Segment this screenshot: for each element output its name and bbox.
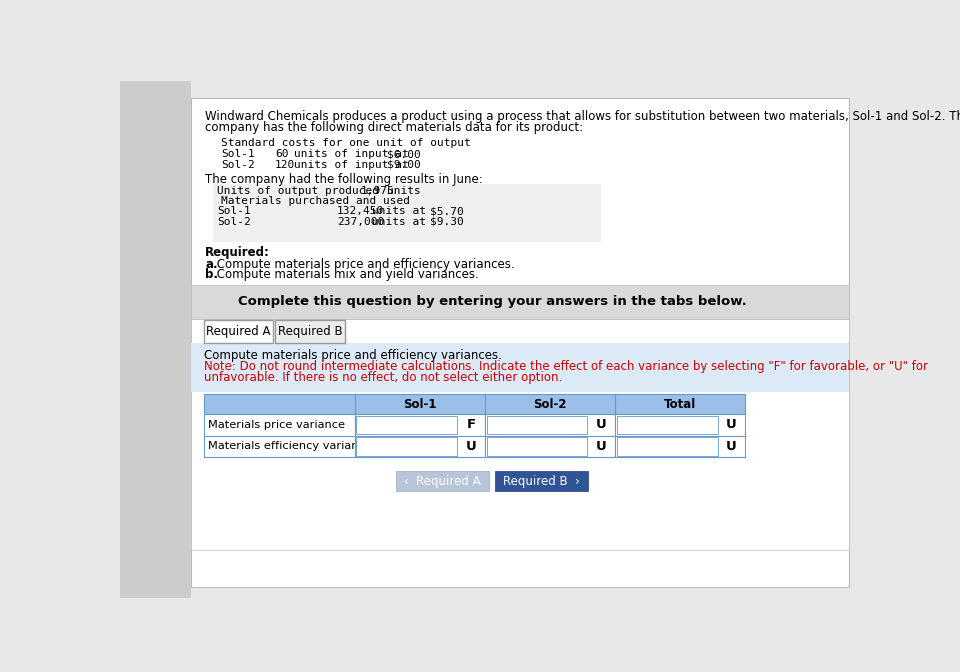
Text: units of input at: units of input at — [295, 149, 409, 159]
Text: Total: Total — [664, 398, 696, 411]
Text: $5.70: $5.70 — [430, 206, 464, 216]
Bar — [191, 319, 849, 550]
Bar — [120, 81, 191, 598]
Text: Materials purchased and used: Materials purchased and used — [221, 196, 410, 206]
Bar — [204, 435, 355, 457]
Text: $6.00: $6.00 — [388, 149, 421, 159]
Text: 120: 120 — [275, 160, 296, 170]
Text: Materials efficiency variance: Materials efficiency variance — [208, 442, 372, 452]
Text: b.: b. — [205, 267, 218, 281]
Bar — [275, 320, 345, 343]
Bar — [356, 437, 457, 456]
Text: Sol-2: Sol-2 — [221, 160, 254, 170]
Bar — [615, 435, 745, 457]
Text: Note: Do not round intermediate calculations. Indicate the effect of each varian: Note: Do not round intermediate calculat… — [204, 360, 927, 373]
Bar — [487, 415, 588, 434]
Text: Sol-2: Sol-2 — [217, 217, 251, 227]
Text: Required A: Required A — [206, 325, 271, 338]
Text: Materials price variance: Materials price variance — [208, 420, 346, 430]
Bar — [495, 471, 588, 491]
Text: Sol-1: Sol-1 — [403, 398, 437, 411]
Text: U: U — [596, 440, 607, 453]
Bar — [191, 97, 849, 587]
Text: U: U — [596, 419, 607, 431]
Text: Compute materials mix and yield variances.: Compute materials mix and yield variance… — [213, 267, 479, 281]
Bar — [396, 471, 489, 491]
Text: units at: units at — [372, 217, 426, 227]
Text: 1,975: 1,975 — [360, 186, 394, 196]
Text: F: F — [467, 419, 475, 431]
Text: Sol-1: Sol-1 — [221, 149, 254, 159]
Text: Required B: Required B — [277, 325, 342, 338]
Text: a.: a. — [205, 258, 218, 271]
Text: units of input at: units of input at — [295, 160, 409, 170]
Bar — [616, 415, 717, 434]
Text: Complete this question by entering your answers in the tabs below.: Complete this question by entering your … — [238, 295, 746, 308]
Text: Sol-1: Sol-1 — [217, 206, 251, 216]
Text: $9.00: $9.00 — [388, 160, 421, 170]
Bar — [485, 414, 615, 435]
Bar — [615, 414, 745, 435]
Bar — [204, 414, 355, 435]
Bar — [487, 437, 588, 456]
Bar — [204, 394, 745, 414]
Text: Compute materials price and efficiency variances.: Compute materials price and efficiency v… — [204, 349, 501, 362]
Text: Standard costs for one unit of output: Standard costs for one unit of output — [221, 138, 470, 149]
Text: U: U — [726, 440, 737, 453]
Bar — [616, 437, 717, 456]
Text: $9.30: $9.30 — [430, 217, 464, 227]
Text: Units of output produced: Units of output produced — [217, 186, 379, 196]
Bar — [213, 184, 601, 243]
Text: The company had the following results in June:: The company had the following results in… — [205, 173, 483, 186]
Text: units: units — [388, 186, 421, 196]
Text: 132,450: 132,450 — [337, 206, 384, 216]
Bar — [485, 435, 615, 457]
Bar — [355, 435, 485, 457]
Bar — [355, 414, 485, 435]
Text: U: U — [726, 419, 737, 431]
Bar — [191, 343, 849, 392]
Text: Required:: Required: — [205, 246, 270, 259]
Text: Sol-2: Sol-2 — [534, 398, 566, 411]
Bar — [191, 285, 849, 319]
Text: ‹  Required A: ‹ Required A — [404, 474, 481, 488]
Text: Compute materials price and efficiency variances.: Compute materials price and efficiency v… — [213, 258, 515, 271]
Text: Required B  ›: Required B › — [503, 474, 580, 488]
Text: U: U — [466, 440, 476, 453]
Text: unfavorable. If there is no effect, do not select either option.: unfavorable. If there is no effect, do n… — [204, 371, 562, 384]
Text: units at: units at — [372, 206, 426, 216]
Text: Windward Chemicals produces a product using a process that allows for substituti: Windward Chemicals produces a product us… — [205, 110, 960, 123]
Text: company has the following direct materials data for its product:: company has the following direct materia… — [205, 122, 584, 134]
Bar — [356, 415, 457, 434]
Text: 237,000: 237,000 — [337, 217, 384, 227]
Bar — [204, 320, 274, 343]
Text: 60: 60 — [275, 149, 289, 159]
